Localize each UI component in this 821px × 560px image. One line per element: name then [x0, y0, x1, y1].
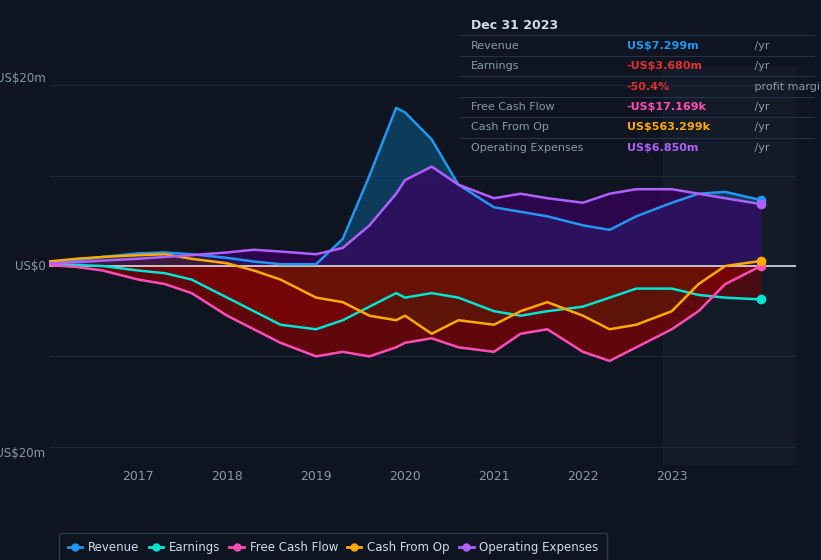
- Text: -US$17.169k: -US$17.169k: [627, 102, 707, 112]
- Text: Earnings: Earnings: [470, 61, 519, 71]
- Text: profit margin: profit margin: [751, 82, 821, 91]
- Text: /yr: /yr: [751, 41, 769, 50]
- Text: Cash From Op: Cash From Op: [470, 122, 548, 132]
- Text: Dec 31 2023: Dec 31 2023: [470, 18, 557, 32]
- Text: -US$3.680m: -US$3.680m: [627, 61, 703, 71]
- Text: -50.4%: -50.4%: [627, 82, 670, 91]
- Text: US$563.299k: US$563.299k: [627, 122, 710, 132]
- Text: /yr: /yr: [751, 143, 769, 153]
- Text: Operating Expenses: Operating Expenses: [470, 143, 583, 153]
- Text: US$0: US$0: [15, 259, 45, 273]
- Bar: [663, 67, 796, 465]
- Text: US$6.850m: US$6.850m: [627, 143, 698, 153]
- Text: /yr: /yr: [751, 61, 769, 71]
- Text: /yr: /yr: [751, 122, 769, 132]
- Text: US$7.299m: US$7.299m: [627, 41, 699, 50]
- Legend: Revenue, Earnings, Free Cash Flow, Cash From Op, Operating Expenses: Revenue, Earnings, Free Cash Flow, Cash …: [59, 533, 607, 560]
- Text: US$20m: US$20m: [0, 72, 45, 85]
- Text: /yr: /yr: [751, 102, 769, 112]
- Text: -US$20m: -US$20m: [0, 447, 45, 460]
- Text: Revenue: Revenue: [470, 41, 520, 50]
- Text: Free Cash Flow: Free Cash Flow: [470, 102, 554, 112]
